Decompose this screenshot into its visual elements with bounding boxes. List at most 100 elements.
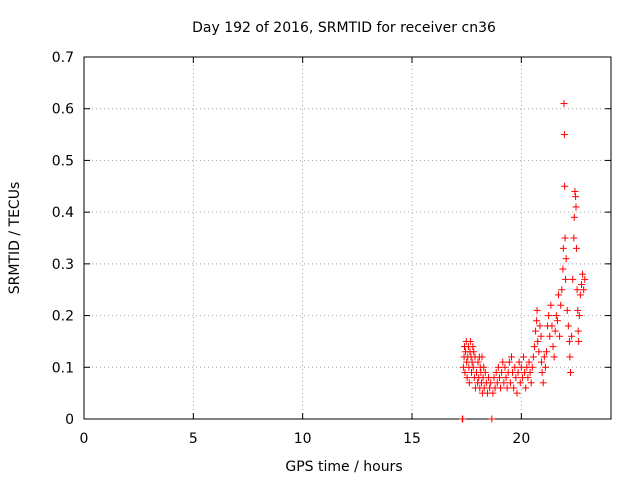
data-point [568,332,576,340]
data-point [569,275,577,283]
x-tick-label: 5 [189,431,198,447]
data-point [576,291,584,299]
data-point [580,286,588,294]
grid-lines [84,57,611,419]
data-point [488,415,496,423]
data-point [561,182,569,190]
data-point [505,358,513,366]
data-point [570,213,578,221]
data-point [573,286,581,294]
plot-frame [83,56,612,420]
data-point [478,353,486,361]
data-point [502,374,510,382]
data-point [469,343,477,351]
data-point [514,368,522,376]
y-tick-label: 0 [65,412,74,428]
data-point [534,337,542,345]
data-point [533,317,541,325]
data-point [575,337,583,345]
x-tick-label: 10 [294,431,312,447]
data-point [501,363,509,371]
data-point [537,332,545,340]
y-tick-label: 0.7 [52,50,74,66]
data-point [572,244,580,252]
data-point [552,312,560,320]
data-point [481,368,489,376]
data-point [510,384,518,392]
x-tick-label: 15 [403,431,421,447]
data-point [474,358,482,366]
data-point [541,363,549,371]
data-point [470,348,478,356]
data-point [577,281,585,289]
data-point [526,368,534,376]
data-point [556,332,564,340]
data-point [545,312,553,320]
data-point [463,374,471,382]
y-tick-label: 0.1 [52,360,74,376]
data-point [536,322,544,330]
data-point [571,187,579,195]
data-point [516,379,524,387]
data-point [494,363,502,371]
x-tick-label: 0 [80,431,89,447]
data-point [547,301,555,309]
data-point [506,379,514,387]
data-point [469,363,477,371]
y-tick-label: 0.2 [52,309,74,325]
data-point [465,379,473,387]
data-point [498,368,506,376]
data-point [555,291,563,299]
data-point [572,203,580,211]
data-point [527,379,535,387]
data-point [467,337,475,345]
data-point [524,374,532,382]
data-point [558,286,566,294]
axis-ticks [83,56,611,420]
data-point [551,327,559,335]
data-point [540,353,548,361]
tick-labels: 0 0.1 0.2 0.3 0.4 0.5 0.6 0.7 0 5 10 15 20 [52,50,531,447]
data-point [459,415,467,423]
data-point [520,353,528,361]
data-points [458,100,589,423]
chart-title: Day 192 of 2016, SRMTID for receiver cn3… [192,20,496,36]
data-point [559,265,567,273]
data-point [563,306,571,314]
x-tick-label: 20 [512,431,530,447]
data-point [539,379,547,387]
y-tick-label: 0.4 [52,205,74,221]
data-point [567,368,575,376]
data-point [468,358,476,366]
data-point [530,343,538,351]
data-point [560,100,568,108]
data-point [499,358,507,366]
data-point [513,389,521,397]
data-point [512,374,520,382]
y-tick-label: 0.3 [52,257,74,273]
data-point [560,131,568,139]
data-point [537,358,545,366]
data-point [565,337,573,345]
data-point [525,358,533,366]
data-point [532,327,540,335]
x-axis-title: GPS time / hours [285,459,402,475]
data-point [574,306,582,314]
data-point [542,348,550,356]
y-tick-label: 0.6 [52,102,74,118]
data-point [579,270,587,278]
data-point [575,312,583,320]
data-point [548,322,556,330]
data-point [557,301,565,309]
data-point [511,363,519,371]
data-point [546,332,554,340]
data-point [570,234,578,242]
data-point [559,244,567,252]
data-point [581,275,589,283]
data-point [461,368,469,376]
data-point [574,327,582,335]
data-point [553,317,561,325]
data-point [562,275,570,283]
data-point [538,368,546,376]
data-point [495,374,503,382]
